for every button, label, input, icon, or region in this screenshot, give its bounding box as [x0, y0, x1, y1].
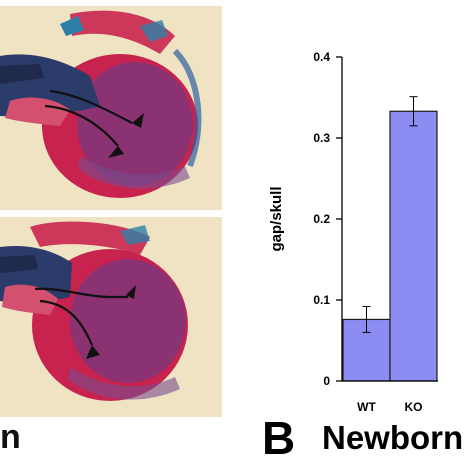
bar-chart: 0 0.1 0.2 0.3 0.4 gap/skull WT KO	[268, 50, 438, 414]
y-tick-label: 0.2	[313, 212, 330, 226]
y-tick-label: 0.3	[313, 131, 330, 145]
ko-skull-photo	[0, 217, 222, 417]
bar-ko	[389, 110, 438, 382]
chart-panel-b: 0 0.1 0.2 0.3 0.4 gap/skull WT KO	[234, 0, 474, 474]
x-tick-label: WT	[357, 400, 376, 414]
panel-title: Newborn	[322, 419, 464, 456]
panel-a-caption: n	[0, 418, 21, 456]
y-tick-label: 0	[323, 374, 330, 388]
y-axis-label: gap/skull	[268, 186, 285, 251]
y-tick-label: 0.4	[313, 50, 330, 64]
x-tick-label: KO	[405, 400, 423, 414]
panel-letter: B	[262, 412, 296, 464]
y-tick-label: 0.1	[313, 293, 330, 307]
panel-a: n	[0, 0, 222, 474]
wt-skull-photo	[0, 6, 222, 210]
